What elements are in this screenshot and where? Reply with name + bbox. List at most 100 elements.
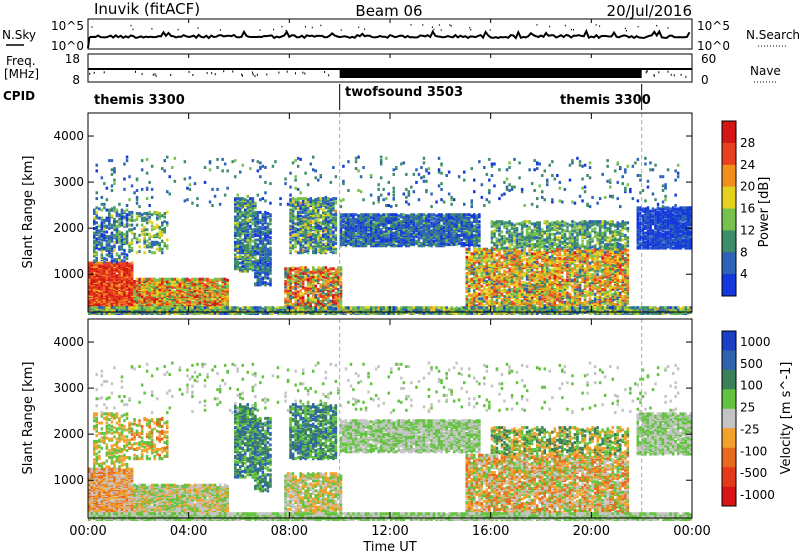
power-cell [322,266,325,269]
power-cell [461,213,464,216]
nave-dot [501,75,502,77]
power-cell [310,233,313,236]
power-cell [362,213,365,216]
power-cell [118,221,121,224]
power-cell [234,241,237,244]
power-cell [244,263,247,266]
nave-dot [156,75,157,77]
power-cell [254,250,257,253]
noise-search-dot [178,29,179,31]
power-cell [320,283,323,286]
power-cell [350,213,353,216]
power-cell [375,241,378,244]
nave-right-tick-bottom: 0 [701,73,709,87]
power-cell [146,296,149,299]
power-cell [164,212,167,215]
nave-dot [617,74,618,76]
power-cell [148,220,151,223]
power-cell [156,233,159,236]
power-cell [106,262,109,265]
power-cell [93,232,96,235]
power-cell [435,236,438,239]
power-cell [133,219,136,222]
power-cell [269,240,272,243]
nave-dot [487,72,488,74]
power-cell [453,234,456,237]
power-cell [156,211,159,214]
power-heatmap-cells [88,113,692,315]
power-cell [299,289,302,292]
noise-search-dot [668,27,669,29]
power-cell [294,227,297,230]
nave-dot [211,72,212,74]
power-cell [96,206,99,209]
power-cell [103,206,106,209]
power-cell [312,266,315,269]
power-cell [148,245,151,248]
power-cell [254,233,257,236]
power-cell [433,217,436,220]
power-cell [141,217,144,220]
power-cell [327,220,330,223]
power-cell [443,214,446,217]
power-cell [269,247,272,250]
power-cell [242,211,245,214]
nave-dot [278,72,279,74]
power-cell [312,233,315,236]
power-cell [315,300,318,303]
power-cell [259,211,262,214]
power-cell [410,233,413,236]
power-cell [257,211,260,214]
power-cell [191,278,194,281]
nave-dot [631,74,632,76]
power-cell [332,213,335,216]
power-cell [108,282,111,285]
nave-dot [681,74,682,76]
power-cell [148,236,151,239]
power-cell [267,229,270,232]
power-cell [242,219,245,222]
power-cell [111,259,114,262]
power-cell [166,278,169,281]
nsky-label: N.Sky [2,28,36,42]
power-cell [211,279,214,282]
power-cell [131,219,134,222]
power-cell [395,244,398,247]
power-cell [126,292,129,295]
nave-dot [353,72,354,74]
power-cell [252,269,255,272]
power-cell [294,250,297,253]
power-cell [201,290,204,293]
noise-panel: N.Sky 10^5 10^0 10^5 10^0 N.Search [2,19,800,53]
power-cell [126,231,129,234]
power-cell [111,214,114,217]
nave-dot [450,76,451,78]
power-cell [297,303,300,306]
power-cell [342,218,345,221]
power-cell [146,212,149,215]
power-cell [138,239,141,242]
noise-search-dot [490,29,491,31]
power-cell [156,224,159,227]
power-cell [289,232,292,235]
power-cell [433,213,436,216]
beam-title: Beam 06 [355,2,422,20]
power-cell [302,286,305,289]
power-cell [181,278,184,281]
power-cell [332,272,335,275]
power-cell [221,278,224,281]
power-cell [304,220,307,223]
power-cell [438,213,441,216]
power-cell [430,221,433,224]
power-cell [179,279,182,282]
power-cell [367,233,370,236]
power-cell [302,244,305,247]
power-cell [372,213,375,216]
nave-dot [412,73,413,75]
power-cell [267,239,270,242]
power-cell [153,251,156,254]
nave-dot [253,74,254,76]
power-cell [103,234,106,237]
noise-search-dot [220,29,221,31]
power-cell [390,213,393,216]
